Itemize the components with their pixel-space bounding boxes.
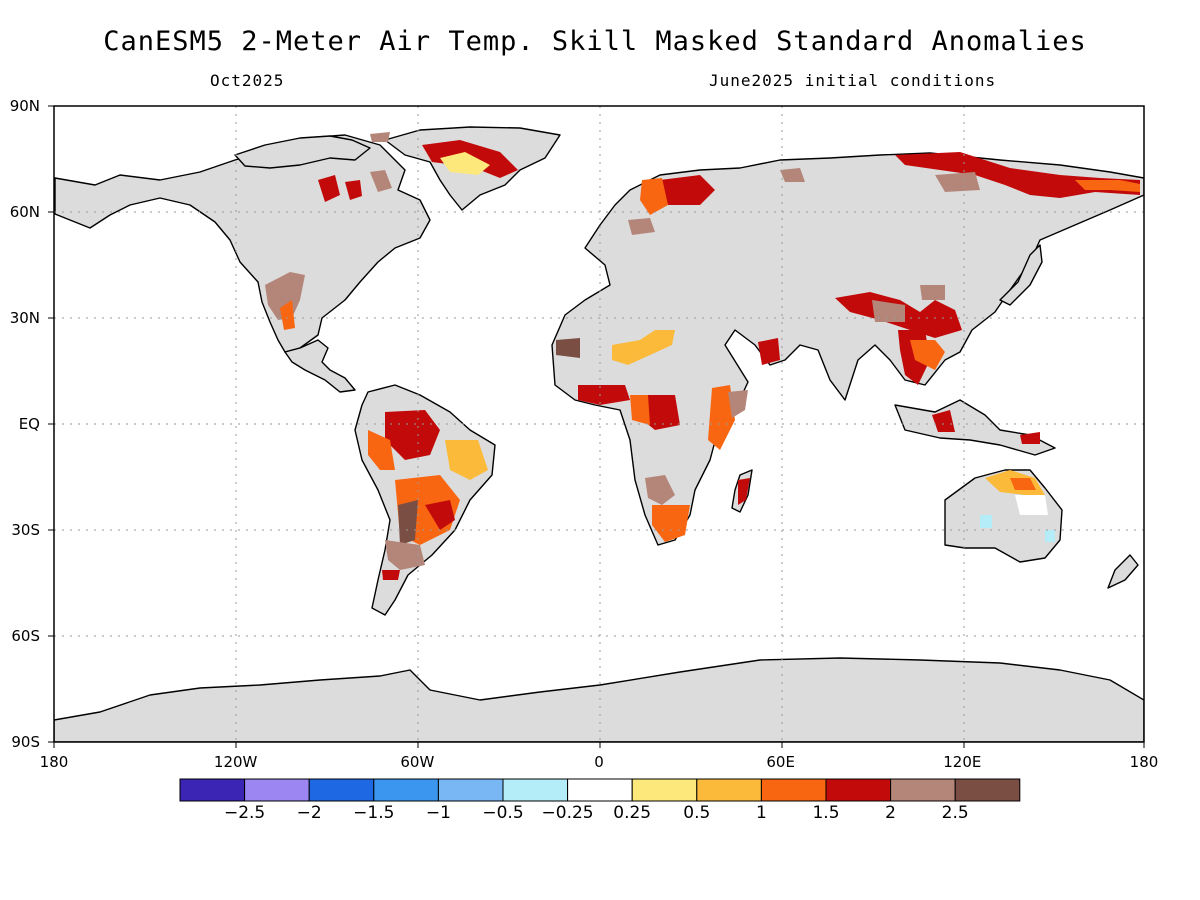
anomaly-patch-southern-africa-orange xyxy=(652,505,690,542)
colorbar-swatch xyxy=(244,778,310,802)
central-america-landmass xyxy=(284,339,356,393)
colorbar-labels: −2.5 −2 −1.5 −1 −0.5 −0.25 0.25 0.5 1 1.5 2 2.5 xyxy=(224,803,969,823)
lon-label: 0 xyxy=(594,753,604,771)
anomaly-patch-siberia-red xyxy=(895,152,1140,198)
lon-label: 120W xyxy=(214,753,258,771)
anomaly-patch-south-america-yellow xyxy=(445,440,488,480)
colorbar-swatch xyxy=(696,778,762,802)
colorbar-tick-label: 0.5 xyxy=(683,803,710,823)
anomaly-patch-south-america-red-south xyxy=(382,500,455,580)
colorbar-tick-label: −1 xyxy=(426,803,451,823)
colorbar-swatch xyxy=(825,778,892,802)
colorbar-swatch xyxy=(437,778,504,802)
anomaly-patch-greenland-yellow xyxy=(440,152,490,175)
anomaly-patch-indonesia-red xyxy=(932,410,1040,444)
anomaly-patch-madagascar-red xyxy=(738,478,750,505)
anomaly-patch-siberia-orange xyxy=(1075,180,1140,192)
anomaly-patch-australia-red xyxy=(1010,478,1036,490)
target-month-label: Oct2025 xyxy=(210,71,285,90)
map-gridlines xyxy=(54,106,1144,742)
anomaly-patch-southern-africa-brown xyxy=(645,475,675,505)
anomaly-patch-north-america-red xyxy=(318,175,362,202)
colorbar-tick-label: 1.5 xyxy=(812,803,839,823)
colorbar-tick-label: 2.5 xyxy=(942,803,969,823)
anomaly-patch-africa-brown-northwest xyxy=(556,338,580,358)
colorbar-swatch xyxy=(954,778,1021,802)
new-zealand-landmass xyxy=(1107,554,1139,589)
lon-label: 60W xyxy=(400,753,434,771)
anomaly-patch-scandinavia-red xyxy=(660,175,715,205)
anomaly-patch-north-america-orange xyxy=(280,300,295,330)
anomaly-patch-southeast-asia-orange xyxy=(910,340,945,370)
colorbar-swatch xyxy=(308,778,375,802)
anomaly-patch-africa-east-orange xyxy=(708,385,735,450)
longitude-labels: 180 120W 60W 0 60E 120E 180 xyxy=(40,753,1159,771)
initial-conditions-label: June2025 initial conditions xyxy=(709,71,997,90)
map-title: CanESM5 2-Meter Air Temp. Skill Masked S… xyxy=(103,26,1087,57)
lon-label: 60E xyxy=(766,753,795,771)
anomaly-patch-scandinavia-orange xyxy=(640,178,668,215)
anomaly-patch-africa-yellow-north xyxy=(612,330,675,365)
colorbar-swatch xyxy=(890,778,956,802)
colorbar-swatch xyxy=(373,778,439,802)
colorbar-tick-label: −0.5 xyxy=(482,803,523,823)
lat-label: 30N xyxy=(10,309,40,327)
anomaly-patch-china-brown xyxy=(872,285,945,322)
lon-label: 120E xyxy=(943,753,981,771)
lat-label: 90N xyxy=(10,97,40,115)
colorbar-tick-label: −2.5 xyxy=(224,803,265,823)
lat-label: EQ xyxy=(19,415,40,433)
anomaly-patch-australia-white xyxy=(1015,495,1048,515)
colorbar-swatch xyxy=(502,778,569,802)
anomaly-patch-africa-orange xyxy=(630,395,650,425)
colorbar-swatch xyxy=(179,778,246,802)
anomaly-patch-europe-lightbrown xyxy=(628,218,655,235)
anomaly-patch-africa-red-west xyxy=(578,385,630,405)
anomaly-patch-australia-cyan xyxy=(980,515,1055,542)
colorbar-swatch xyxy=(631,778,698,802)
lat-label: 60N xyxy=(10,203,40,221)
anomaly-layer xyxy=(265,132,1140,580)
anomaly-patch-greenland-brown xyxy=(370,132,390,142)
axis-ticks xyxy=(48,105,1145,748)
colorbar xyxy=(179,778,1021,802)
lat-label: 30S xyxy=(11,521,40,539)
anomaly-patch-africa-red-central xyxy=(640,395,680,430)
lon-label: 180 xyxy=(1130,753,1159,771)
lat-label: 60S xyxy=(11,627,40,645)
colorbar-tick-label: −0.25 xyxy=(542,803,594,823)
lon-label: 180 xyxy=(40,753,69,771)
japan-islands-landmass xyxy=(999,244,1043,306)
anomaly-patch-south-america-lightbrown xyxy=(385,540,425,570)
anomaly-patch-siberia-brown xyxy=(780,168,980,192)
anomaly-patch-africa-east-brown xyxy=(728,390,748,418)
maritime-continent-landmass xyxy=(894,399,1056,456)
colorbar-swatch xyxy=(760,778,827,802)
anomaly-patch-south-america-darkbrown xyxy=(398,500,418,545)
colorbar-tick-label: 0.25 xyxy=(613,803,651,823)
anomaly-patch-canada-brown xyxy=(370,170,392,192)
anomaly-patch-arabia-red xyxy=(758,338,780,365)
latitude-labels: 90N 60N 30N EQ 30S 60S 90S xyxy=(10,97,40,751)
antarctica-landmass xyxy=(54,657,1144,742)
anomaly-patch-south-america-red xyxy=(385,410,440,460)
canadian-archipelago-landmass xyxy=(234,135,371,169)
colorbar-tick-label: −1.5 xyxy=(353,803,394,823)
lat-label: 90S xyxy=(11,733,40,751)
colorbar-tick-label: 2 xyxy=(885,803,896,823)
anomaly-patch-north-america-brown xyxy=(265,272,305,320)
colorbar-tick-label: −2 xyxy=(297,803,322,823)
colorbar-tick-label: 1 xyxy=(756,803,767,823)
colorbar-swatch xyxy=(567,778,633,802)
